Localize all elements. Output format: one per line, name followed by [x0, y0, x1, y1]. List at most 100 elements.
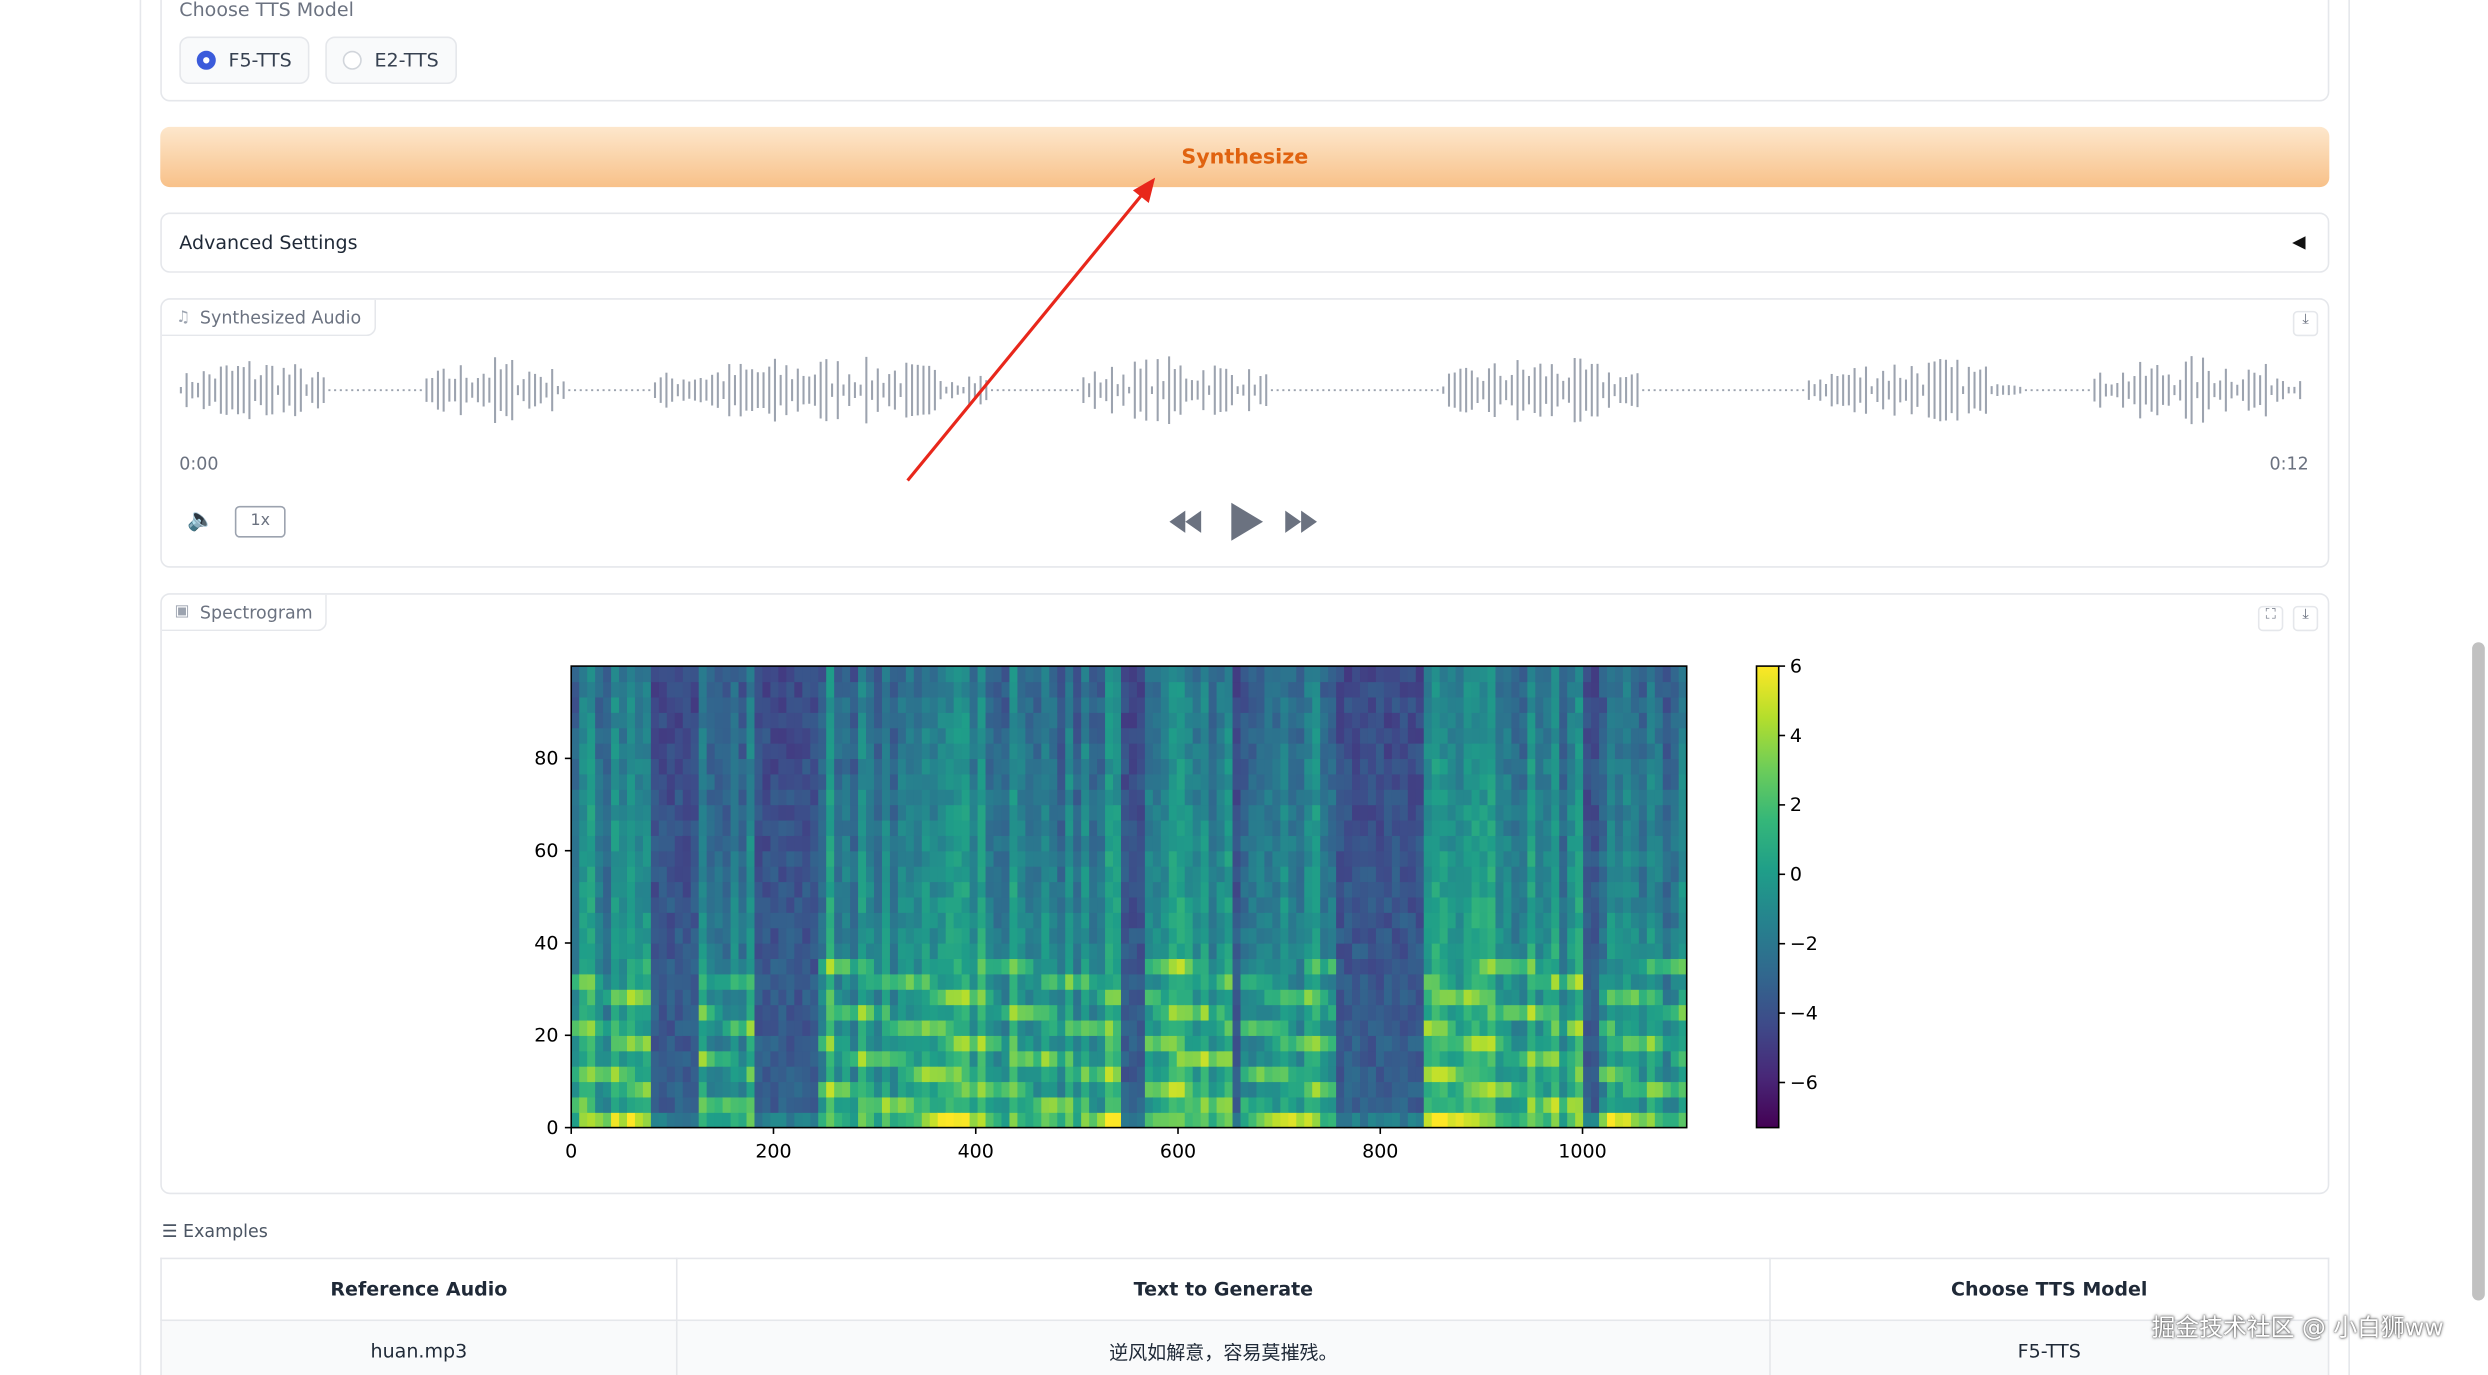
heatmap-cell	[571, 1081, 580, 1098]
heatmap-cell	[1144, 804, 1154, 821]
heatmap-cell	[1256, 712, 1266, 729]
heatmap-cell	[1567, 973, 1576, 990]
heatmap-cell	[897, 835, 907, 852]
heatmap-cell	[921, 942, 931, 960]
synthesize-button[interactable]: Synthesize	[160, 126, 2330, 188]
heatmap-cell	[1423, 973, 1433, 990]
heatmap-cell	[921, 850, 931, 867]
heatmap-cell	[1447, 1112, 1457, 1129]
heatmap-cell	[754, 789, 764, 806]
heatmap-cell	[1583, 758, 1592, 775]
heatmap-cell	[1630, 773, 1640, 790]
play-button[interactable]	[1231, 502, 1264, 541]
heatmap-cell	[770, 666, 780, 683]
radio-option[interactable]: F5-TTS	[179, 36, 310, 85]
heatmap-cell	[698, 881, 708, 898]
heatmap-cell	[1120, 696, 1130, 713]
heatmap-cell	[1336, 927, 1345, 944]
example-row[interactable]: huan.mp3 逆风如解意，容易莫摧残。 F5-TTS	[160, 1319, 2330, 1375]
scrollbar-thumb[interactable]	[2472, 642, 2485, 1301]
heatmap-cell	[642, 773, 652, 790]
heatmap-cell	[1399, 1050, 1409, 1067]
heatmap-cell	[786, 1004, 795, 1021]
heatmap-cell	[1288, 666, 1297, 683]
heatmap-cell	[674, 696, 684, 713]
heatmap-cell	[1455, 1019, 1465, 1036]
heatmap-cell	[698, 681, 708, 698]
heatmap-cell	[929, 743, 939, 760]
heatmap-cell	[1344, 896, 1353, 913]
heatmap-cell	[1256, 1004, 1266, 1021]
advanced-settings[interactable]: Advanced Settings ◀	[160, 212, 2330, 273]
heatmap-cell	[1017, 696, 1027, 713]
download-button[interactable]: ⤓	[2292, 310, 2319, 337]
heatmap-cell	[1105, 850, 1114, 867]
volume-button[interactable]: 🔈	[187, 507, 215, 533]
heatmap-cell	[1320, 881, 1329, 898]
heatmap-cell	[1599, 1035, 1608, 1052]
heatmap-cell	[1089, 789, 1098, 806]
heatmap-cell	[985, 758, 995, 775]
heatmap-cell	[1495, 912, 1505, 929]
heatmap-cell	[1599, 758, 1608, 775]
heatmap-cell	[1423, 927, 1433, 944]
heatmap-cell	[913, 773, 923, 790]
forward-button[interactable]	[1285, 510, 1317, 533]
download-button[interactable]: ⤓	[2292, 605, 2319, 632]
heatmap-cell	[1089, 835, 1098, 852]
heatmap-cell	[1463, 896, 1473, 913]
heatmap-cell	[1503, 1050, 1513, 1067]
heatmap-cell	[1646, 896, 1656, 913]
heatmap-cell	[1407, 696, 1417, 713]
heatmap-cell	[1120, 712, 1130, 729]
heatmap-cell	[1160, 681, 1170, 698]
heatmap-cell	[603, 850, 612, 867]
heatmap-cell	[1081, 819, 1090, 836]
radio-option[interactable]: E2-TTS	[325, 36, 457, 85]
heatmap-cell	[722, 896, 732, 913]
heatmap-cell	[1128, 789, 1138, 806]
heatmap-cell	[690, 973, 700, 990]
heatmap-cell	[850, 696, 859, 713]
heatmap-cell	[905, 942, 915, 960]
heatmap-cell	[969, 681, 979, 698]
heatmap-cell	[1256, 896, 1266, 913]
heatmap-cell	[1591, 973, 1600, 990]
heatmap-cell	[921, 896, 931, 913]
heatmap-cell	[611, 1019, 620, 1036]
heatmap-cell	[1176, 773, 1186, 790]
heatmap-cell	[754, 866, 764, 883]
fullscreen-button[interactable]: ⛶	[2257, 605, 2284, 632]
heatmap-cell	[1280, 1050, 1289, 1067]
heatmap-cell	[1113, 989, 1122, 1006]
heatmap-cell	[1184, 835, 1194, 852]
heatmap-cell	[1551, 1112, 1560, 1129]
heatmap-cell	[850, 850, 859, 867]
heatmap-cell	[778, 835, 787, 852]
heatmap-cell	[1352, 789, 1361, 806]
heatmap-cell	[579, 773, 588, 790]
heatmap-cell	[1136, 1004, 1146, 1021]
heatmap-cell	[993, 1004, 1003, 1021]
heatmap-cell	[1527, 804, 1536, 821]
heatmap-cell	[1583, 666, 1592, 683]
heatmap-cell	[1065, 1066, 1074, 1083]
heatmap-cell	[1678, 758, 1688, 775]
heatmap-cell	[754, 1112, 764, 1129]
speed-button[interactable]: 1x	[234, 505, 286, 538]
heatmap-cell	[1431, 896, 1441, 913]
heatmap-cell	[937, 958, 947, 975]
heatmap-cell	[1479, 881, 1489, 898]
heatmap-cell	[1296, 912, 1305, 929]
heatmap-cell	[746, 958, 756, 975]
heatmap-cell	[1662, 758, 1672, 775]
heatmap-cell	[1407, 1096, 1417, 1113]
heatmap-cell	[1184, 973, 1194, 990]
heatmap-cell	[1471, 835, 1481, 852]
heatmap-cell	[642, 1081, 652, 1098]
heatmap-cell	[1367, 866, 1377, 883]
heatmap-cell	[1296, 804, 1305, 821]
cell: 逆风如解意，容易莫摧残。	[675, 1319, 1771, 1375]
heatmap-cell	[1495, 666, 1505, 683]
heatmap-cell	[1551, 789, 1560, 806]
